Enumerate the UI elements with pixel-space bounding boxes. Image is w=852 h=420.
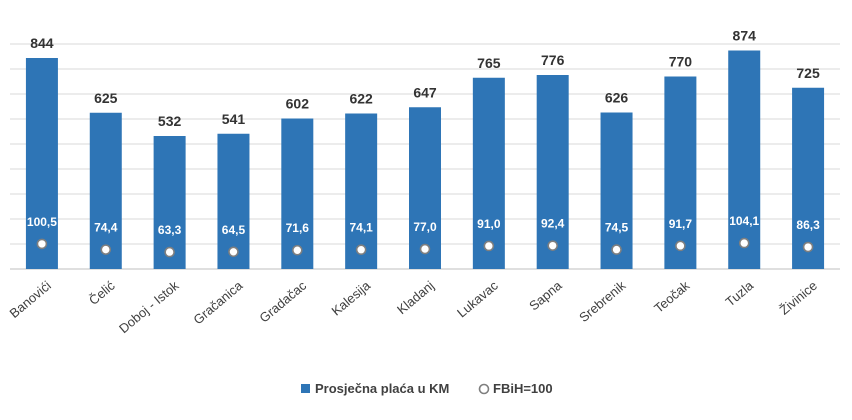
bar [600, 112, 633, 269]
category-label: Kalesija [329, 277, 374, 318]
index-value-label: 74,1 [349, 221, 373, 235]
value-labels: 844 625 532 541 602 622 647 765 776 626 770 874 725 [30, 28, 820, 130]
bar [536, 75, 569, 269]
bar-value-label: 874 [733, 28, 757, 44]
index-value-label: 74,4 [94, 221, 118, 235]
category-label: Gradačac [256, 277, 309, 325]
bar-value-label: 602 [286, 96, 310, 112]
index-value-label: 74,5 [605, 221, 629, 235]
category-label: Gračanica [190, 277, 246, 327]
bar-value-label: 725 [796, 65, 820, 81]
index-value-label: 77,0 [413, 220, 437, 234]
bar [664, 76, 697, 269]
bar [345, 113, 378, 269]
fbih-marker [100, 244, 112, 255]
category-label: Banovići [7, 278, 54, 321]
fbih-marker [164, 246, 175, 258]
bar [472, 77, 505, 269]
category-label: Sapna [526, 277, 565, 313]
bar-value-label: 625 [94, 90, 118, 106]
legend-swatch-marker [478, 383, 490, 395]
fbih-marker [802, 241, 814, 253]
index-value-label: 63,3 [158, 223, 182, 237]
fbih-marker [419, 243, 431, 255]
bar [728, 50, 761, 269]
bar [25, 58, 58, 269]
category-label: Srebrenik [576, 277, 629, 325]
index-value-label: 92,4 [541, 217, 565, 231]
fbih-marker [547, 240, 558, 251]
legend-label-bar: Prosječna plaća u KM [315, 381, 449, 396]
bar-value-label: 765 [477, 55, 501, 71]
index-value-label: 91,0 [477, 217, 501, 231]
bar-value-label: 844 [30, 35, 54, 51]
fbih-marker [483, 240, 495, 252]
index-value-label: 71,6 [286, 221, 310, 235]
bar-value-label: 647 [413, 84, 437, 100]
bar-value-label: 532 [158, 113, 182, 129]
bar [217, 133, 250, 269]
category-label: Doboj - Istok [116, 277, 182, 336]
bar-value-label: 622 [349, 91, 373, 107]
category-label: Lukavac [454, 277, 501, 320]
index-value-label: 86,3 [796, 218, 820, 232]
index-value-label: 64,5 [222, 223, 246, 237]
index-value-label: 91,7 [669, 217, 693, 231]
category-label: Čelić [86, 277, 118, 307]
bar [792, 87, 825, 269]
bars [25, 50, 825, 269]
legend-swatch-bar [301, 384, 310, 393]
bar-value-label: 770 [669, 54, 693, 70]
bar [409, 107, 441, 269]
bar-value-label: 776 [541, 52, 565, 68]
bar [281, 118, 314, 269]
index-labels: 100,5 74,4 63,3 64,5 71,6 74,1 77,0 91,0 92,4 74,… [27, 214, 820, 237]
bar [89, 112, 122, 269]
category-label: Živinice [777, 278, 820, 318]
bar-value-label: 541 [222, 111, 246, 127]
legend-label-marker: FBiH=100 [493, 381, 553, 396]
fbih-marker [228, 246, 239, 258]
index-value-label: 104,1 [729, 214, 759, 228]
fbih-marker [738, 237, 750, 249]
fbih-marker [36, 238, 48, 250]
bar-value-label: 626 [605, 90, 629, 106]
fbih-marker [611, 244, 622, 255]
category-label: Kladanj [394, 278, 437, 317]
legend: Prosječna plaća u KM FBiH=100 [301, 381, 553, 396]
fbih-marker [355, 244, 367, 255]
fbih-marker [292, 244, 303, 256]
fbih-marker [675, 240, 686, 252]
fbih-markers [36, 237, 814, 258]
category-label: Teočak [651, 277, 693, 315]
category-label: Tuzla [723, 277, 757, 309]
index-value-label: 100,5 [27, 215, 57, 229]
